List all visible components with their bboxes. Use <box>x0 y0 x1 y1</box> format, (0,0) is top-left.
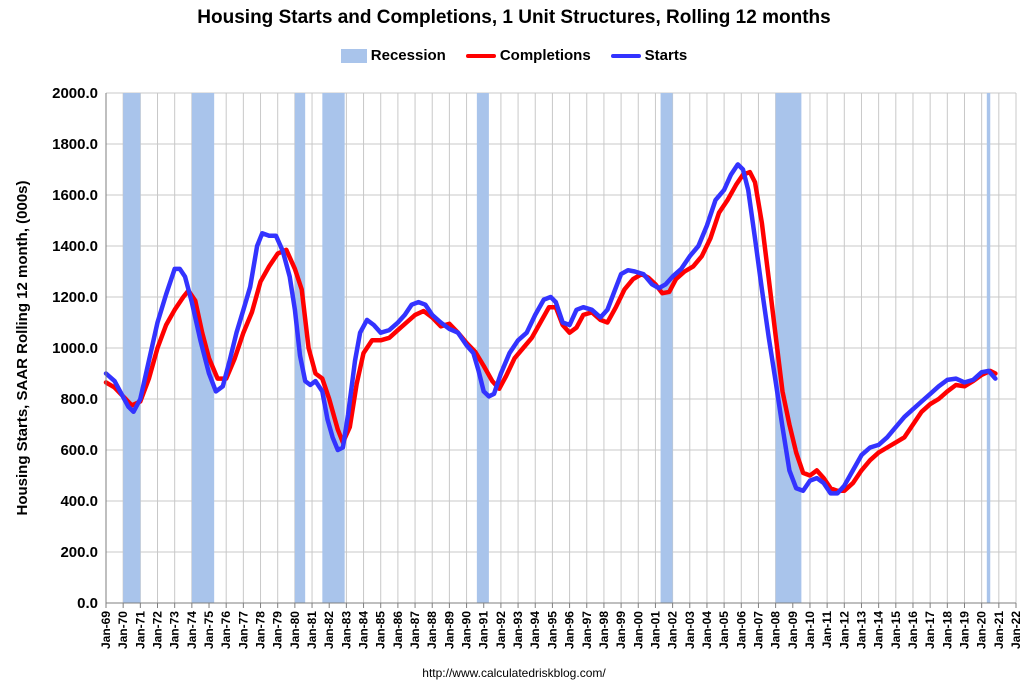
x-tick-label: Jan-94 <box>528 611 542 649</box>
x-tick-label: Jan-75 <box>202 611 216 649</box>
x-tick-label: Jan-05 <box>717 611 731 649</box>
x-tick-label: Jan-73 <box>168 611 182 649</box>
y-tick-label: 2000.0 <box>52 85 98 102</box>
x-tick-label: Jan-76 <box>219 611 233 649</box>
x-tick-label: Jan-19 <box>957 611 971 649</box>
recession-band <box>986 93 991 603</box>
y-tick-label: 0.0 <box>77 595 98 612</box>
x-tick-label: Jan-74 <box>185 611 199 649</box>
x-tick-label: Jan-92 <box>494 611 508 649</box>
x-tick-label: Jan-85 <box>374 611 388 649</box>
x-tick-label: Jan-96 <box>563 611 577 649</box>
x-tick-label: Jan-00 <box>631 611 645 649</box>
x-tick-label: Jan-97 <box>580 611 594 649</box>
legend-item-completions: Completions <box>465 47 591 64</box>
x-tick-label: Jan-79 <box>271 611 285 649</box>
x-tick-label: Jan-13 <box>854 611 868 649</box>
y-axis-title: Housing Starts, SAAR Rolling 12 month, (… <box>14 180 31 515</box>
x-tick-label: Jan-08 <box>769 611 783 649</box>
recession-band <box>476 93 489 603</box>
x-tick-label: Jan-86 <box>391 611 405 649</box>
x-tick-label: Jan-10 <box>803 611 817 649</box>
x-tick-label: Jan-17 <box>923 611 937 649</box>
x-tick-label: Jan-83 <box>339 611 353 649</box>
legend-item-starts: Starts <box>610 47 688 64</box>
x-tick-label: Jan-80 <box>288 611 302 649</box>
legend-label-starts: Starts <box>644 47 688 64</box>
x-tick-label: Jan-15 <box>889 611 903 649</box>
y-tick-label: 800.0 <box>60 391 98 408</box>
recession-band <box>322 93 345 603</box>
x-tick-label: Jan-89 <box>442 611 456 649</box>
x-tick-label: Jan-09 <box>786 611 800 649</box>
x-tick-label: Jan-06 <box>734 611 748 649</box>
legend-swatch-recession <box>340 48 367 63</box>
x-tick-label: Jan-78 <box>254 611 268 649</box>
x-tick-label: Jan-02 <box>666 611 680 649</box>
series-line-starts <box>103 162 998 496</box>
x-tick-label: Jan-18 <box>940 611 954 649</box>
chart-title: Housing Starts and Completions, 1 Unit S… <box>197 7 831 28</box>
x-tick-label: Jan-71 <box>133 611 147 649</box>
x-tick-label: Jan-95 <box>545 611 559 649</box>
legend-label-recession: Recession <box>370 47 446 64</box>
x-tick-label: Jan-88 <box>425 611 439 649</box>
x-tick-label: Jan-11 <box>820 611 834 649</box>
x-tick-label: Jan-70 <box>116 611 130 649</box>
legend-item-recession: Recession <box>340 47 446 64</box>
y-tick-label: 1200.0 <box>52 289 98 306</box>
x-tick-label: Jan-90 <box>460 611 474 649</box>
x-tick-label: Jan-16 <box>906 611 920 649</box>
recession-band <box>123 93 141 603</box>
x-tick-label: Jan-21 <box>992 611 1006 649</box>
x-tick-label: Jan-22 <box>1009 611 1023 649</box>
x-tick-label: Jan-81 <box>305 611 319 649</box>
y-tick-label: 1400.0 <box>52 238 98 255</box>
x-tick-label: Jan-03 <box>683 611 697 649</box>
y-tick-label: 1600.0 <box>52 187 98 204</box>
y-tick-label: 1000.0 <box>52 340 98 357</box>
x-tick-label: Jan-91 <box>477 611 491 649</box>
x-tick-label: Jan-01 <box>648 611 662 649</box>
x-tick-label: Jan-04 <box>700 611 714 649</box>
y-tick-label: 400.0 <box>60 493 98 510</box>
legend: Recession Completions Starts <box>0 47 1028 64</box>
y-tick-label: 600.0 <box>60 442 98 459</box>
x-tick-label: Jan-84 <box>357 611 371 649</box>
x-tick-label: Jan-82 <box>322 611 336 649</box>
x-tick-label: Jan-87 <box>408 611 422 649</box>
recession-band <box>660 93 673 603</box>
legend-label-completions: Completions <box>499 47 591 64</box>
x-tick-label: Jan-12 <box>837 611 851 649</box>
x-tick-label: Jan-77 <box>236 611 250 649</box>
x-tick-label: Jan-14 <box>872 611 886 649</box>
legend-swatch-starts <box>610 53 641 58</box>
x-tick-label: Jan-07 <box>751 611 765 649</box>
y-tick-label: 200.0 <box>60 544 98 561</box>
y-tick-label: 1800.0 <box>52 136 98 153</box>
x-tick-label: Jan-20 <box>975 611 989 649</box>
recession-band <box>775 93 802 603</box>
source-url: http://www.calculatedriskblog.com/ <box>422 666 606 680</box>
legend-swatch-completions <box>465 53 496 58</box>
x-tick-label: Jan-98 <box>597 611 611 649</box>
x-tick-label: Jan-93 <box>511 611 525 649</box>
x-tick-label: Jan-72 <box>151 611 165 649</box>
x-tick-label: Jan-69 <box>99 611 113 649</box>
x-tick-label: Jan-99 <box>614 611 628 649</box>
